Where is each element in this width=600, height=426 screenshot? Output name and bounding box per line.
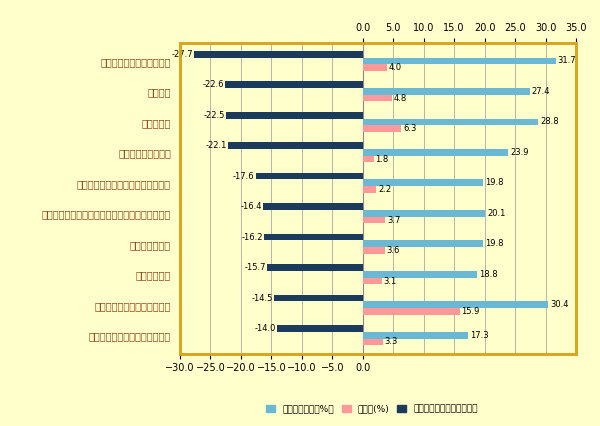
Bar <box>194 51 363 58</box>
Bar <box>226 112 363 118</box>
Text: -22.6: -22.6 <box>202 80 224 89</box>
Text: 3.1: 3.1 <box>383 276 397 285</box>
Bar <box>363 308 460 315</box>
Text: 15.9: 15.9 <box>461 307 480 316</box>
Bar <box>363 210 485 217</box>
Bar <box>363 278 382 285</box>
Text: 30.4: 30.4 <box>550 300 568 309</box>
Bar <box>363 271 478 278</box>
Bar <box>363 179 484 186</box>
Text: 6.3: 6.3 <box>403 124 416 133</box>
Text: 27.4: 27.4 <box>532 87 550 96</box>
Text: 4.0: 4.0 <box>389 63 402 72</box>
Text: -22.5: -22.5 <box>203 111 224 120</box>
Text: 23.9: 23.9 <box>510 148 529 157</box>
Bar <box>363 156 374 162</box>
Bar <box>274 295 363 302</box>
Text: -27.7: -27.7 <box>171 50 193 59</box>
Text: -22.1: -22.1 <box>206 141 227 150</box>
Text: 18.8: 18.8 <box>479 270 498 279</box>
Text: -16.2: -16.2 <box>241 233 263 242</box>
Bar <box>228 142 363 149</box>
Text: 4.8: 4.8 <box>394 94 407 103</box>
Text: 3.6: 3.6 <box>386 246 400 255</box>
Text: 3.7: 3.7 <box>387 216 401 225</box>
Bar <box>363 217 385 223</box>
Text: -14.5: -14.5 <box>252 294 273 302</box>
Bar <box>363 332 468 339</box>
Text: -16.4: -16.4 <box>240 202 262 211</box>
Bar <box>225 81 363 88</box>
Text: -15.7: -15.7 <box>244 263 266 272</box>
Bar <box>363 58 556 64</box>
Text: -17.6: -17.6 <box>233 172 254 181</box>
Legend: 市政への要望（%）, 満足度(%), 満足度－要望（ポイント）: 市政への要望（%）, 満足度(%), 満足度－要望（ポイント） <box>263 401 481 417</box>
Bar <box>363 118 538 125</box>
Bar <box>363 186 376 193</box>
Text: 1.8: 1.8 <box>376 155 389 164</box>
Bar <box>264 234 363 240</box>
Text: 2.2: 2.2 <box>378 185 391 194</box>
Text: 17.3: 17.3 <box>470 331 488 340</box>
Text: 19.8: 19.8 <box>485 239 504 248</box>
Bar <box>363 95 392 101</box>
Bar <box>363 247 385 254</box>
Text: 20.1: 20.1 <box>487 209 505 218</box>
Bar <box>363 64 387 71</box>
Bar <box>363 339 383 345</box>
Bar <box>363 125 401 132</box>
Text: 28.8: 28.8 <box>540 118 559 127</box>
Text: 19.8: 19.8 <box>485 178 504 187</box>
Bar <box>267 264 363 271</box>
Bar <box>277 325 363 332</box>
Bar <box>363 88 530 95</box>
Text: 31.7: 31.7 <box>558 56 577 66</box>
Bar <box>363 302 548 308</box>
Text: 3.3: 3.3 <box>385 337 398 346</box>
Text: -14.0: -14.0 <box>255 324 276 333</box>
Bar <box>363 149 508 156</box>
Bar <box>256 173 363 179</box>
Bar <box>263 203 363 210</box>
Bar <box>363 240 484 247</box>
